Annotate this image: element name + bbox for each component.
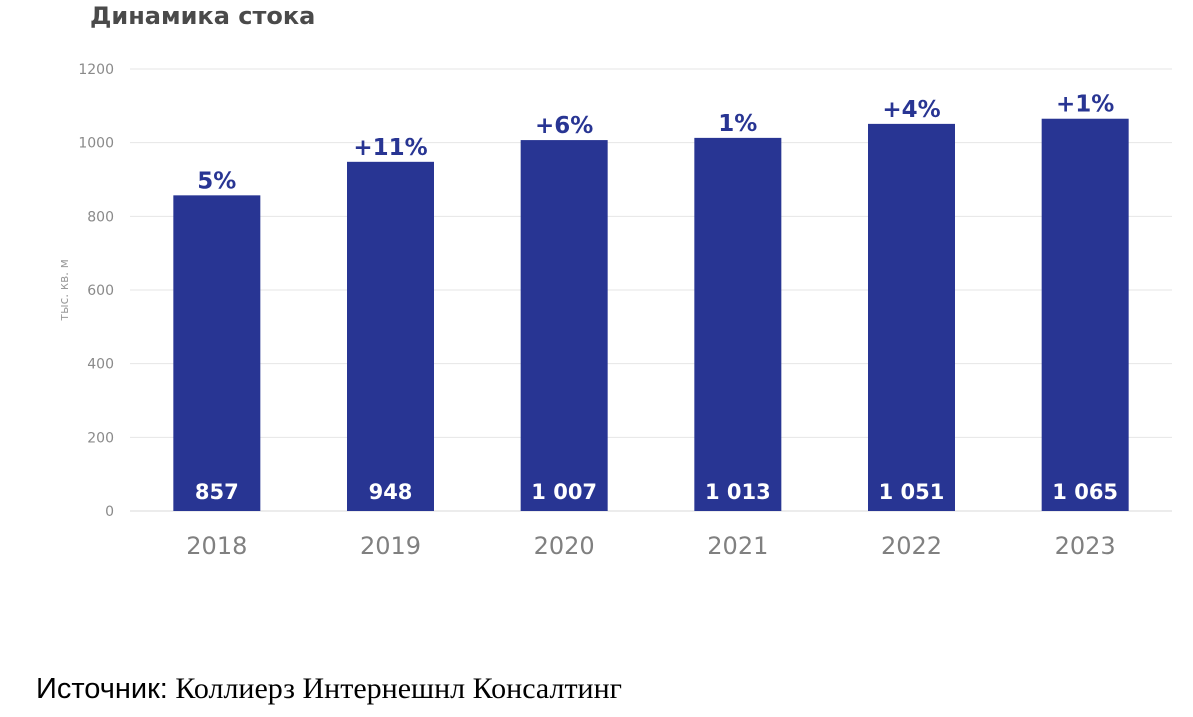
growth-label: +1% xyxy=(1056,92,1114,118)
y-tick-label: 0 xyxy=(105,504,114,520)
bar-chart: 0 200 400 600 800 1000 1200 тыс. кв. м 857 5% 2018… xyxy=(57,62,1172,560)
bar-value-label: 1 065 xyxy=(1052,480,1118,504)
x-tick-label: 2021 xyxy=(707,532,768,560)
x-tick-label: 2018 xyxy=(186,532,247,560)
bar xyxy=(347,161,434,511)
growth-label: +4% xyxy=(882,97,940,123)
y-axis-label: тыс. кв. м xyxy=(57,259,71,321)
growth-label: +6% xyxy=(535,113,593,139)
growth-label: 1% xyxy=(718,111,757,137)
bar xyxy=(1041,118,1129,511)
x-tick-label: 2020 xyxy=(534,532,595,560)
source-text: Коллиерз Интернешнл Консалтинг xyxy=(167,672,622,705)
y-tick-label: 1200 xyxy=(78,62,114,78)
y-tick-label: 200 xyxy=(87,430,114,446)
growth-label: +11% xyxy=(353,135,427,161)
bar xyxy=(868,123,955,512)
chart-title: Динамика стока xyxy=(90,2,316,30)
y-tick-label: 1000 xyxy=(78,136,114,152)
source-label: Источник: xyxy=(36,673,168,705)
bar-value-label: 857 xyxy=(195,480,239,504)
bar-value-label: 1 051 xyxy=(879,480,945,504)
growth-label: 5% xyxy=(197,168,236,194)
y-tick-label: 800 xyxy=(87,209,114,225)
y-tick-label: 600 xyxy=(87,283,114,299)
bar-value-label: 1 013 xyxy=(705,480,771,504)
x-tick-label: 2022 xyxy=(881,532,942,560)
x-tick-label: 2023 xyxy=(1055,532,1116,560)
bar-value-label: 1 007 xyxy=(531,480,597,504)
bar xyxy=(520,140,608,512)
bar xyxy=(694,137,782,511)
source-note: Источник: Коллиерз Интернешнл Консалтинг xyxy=(36,672,622,706)
bar-value-label: 948 xyxy=(369,480,413,504)
y-tick-label: 400 xyxy=(87,357,114,373)
bar xyxy=(173,195,261,512)
x-tick-label: 2019 xyxy=(360,532,421,560)
